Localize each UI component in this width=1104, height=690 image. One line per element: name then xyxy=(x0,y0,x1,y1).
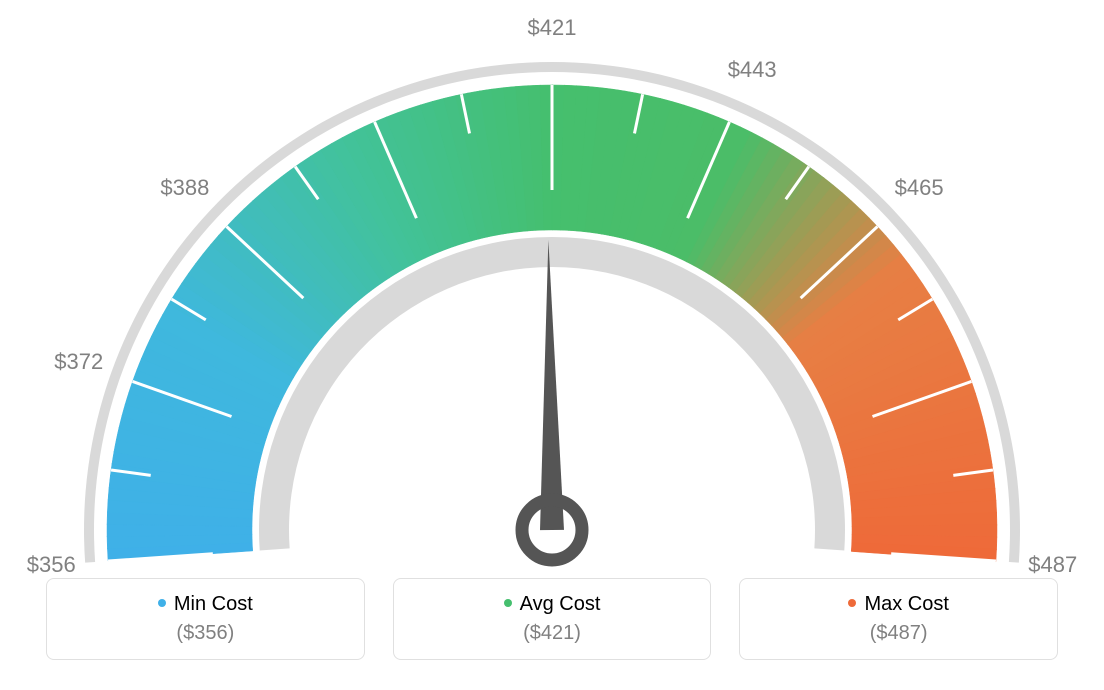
legend-value-max: ($487) xyxy=(740,622,1057,645)
legend-value-min: ($356) xyxy=(47,622,364,645)
legend-title-min: Min Cost xyxy=(47,593,364,616)
legend-title-max: Max Cost xyxy=(740,593,1057,616)
gauge-tick-label: $487 xyxy=(1028,552,1077,578)
legend-row: Min Cost ($356) Avg Cost ($421) Max Cost… xyxy=(0,578,1104,660)
legend-card-avg: Avg Cost ($421) xyxy=(393,578,712,660)
legend-dot-min xyxy=(158,599,166,607)
gauge-tick-label: $388 xyxy=(160,175,209,201)
legend-label-min: Min Cost xyxy=(174,593,253,615)
gauge-svg xyxy=(0,0,1104,570)
gauge-tick-label: $465 xyxy=(895,175,944,201)
gauge-tick-label: $421 xyxy=(528,15,577,41)
gauge-tick-label: $443 xyxy=(728,57,777,83)
legend-title-avg: Avg Cost xyxy=(394,593,711,616)
legend-label-avg: Avg Cost xyxy=(520,593,601,615)
legend-dot-avg xyxy=(504,599,512,607)
gauge-tick-label: $372 xyxy=(54,349,103,375)
legend-card-max: Max Cost ($487) xyxy=(739,578,1058,660)
gauge-chart: $356$372$388$421$443$465$487 xyxy=(0,0,1104,570)
gauge-tick-label: $356 xyxy=(27,552,76,578)
legend-dot-max xyxy=(848,599,856,607)
legend-label-max: Max Cost xyxy=(864,593,948,615)
legend-card-min: Min Cost ($356) xyxy=(46,578,365,660)
legend-value-avg: ($421) xyxy=(394,622,711,645)
